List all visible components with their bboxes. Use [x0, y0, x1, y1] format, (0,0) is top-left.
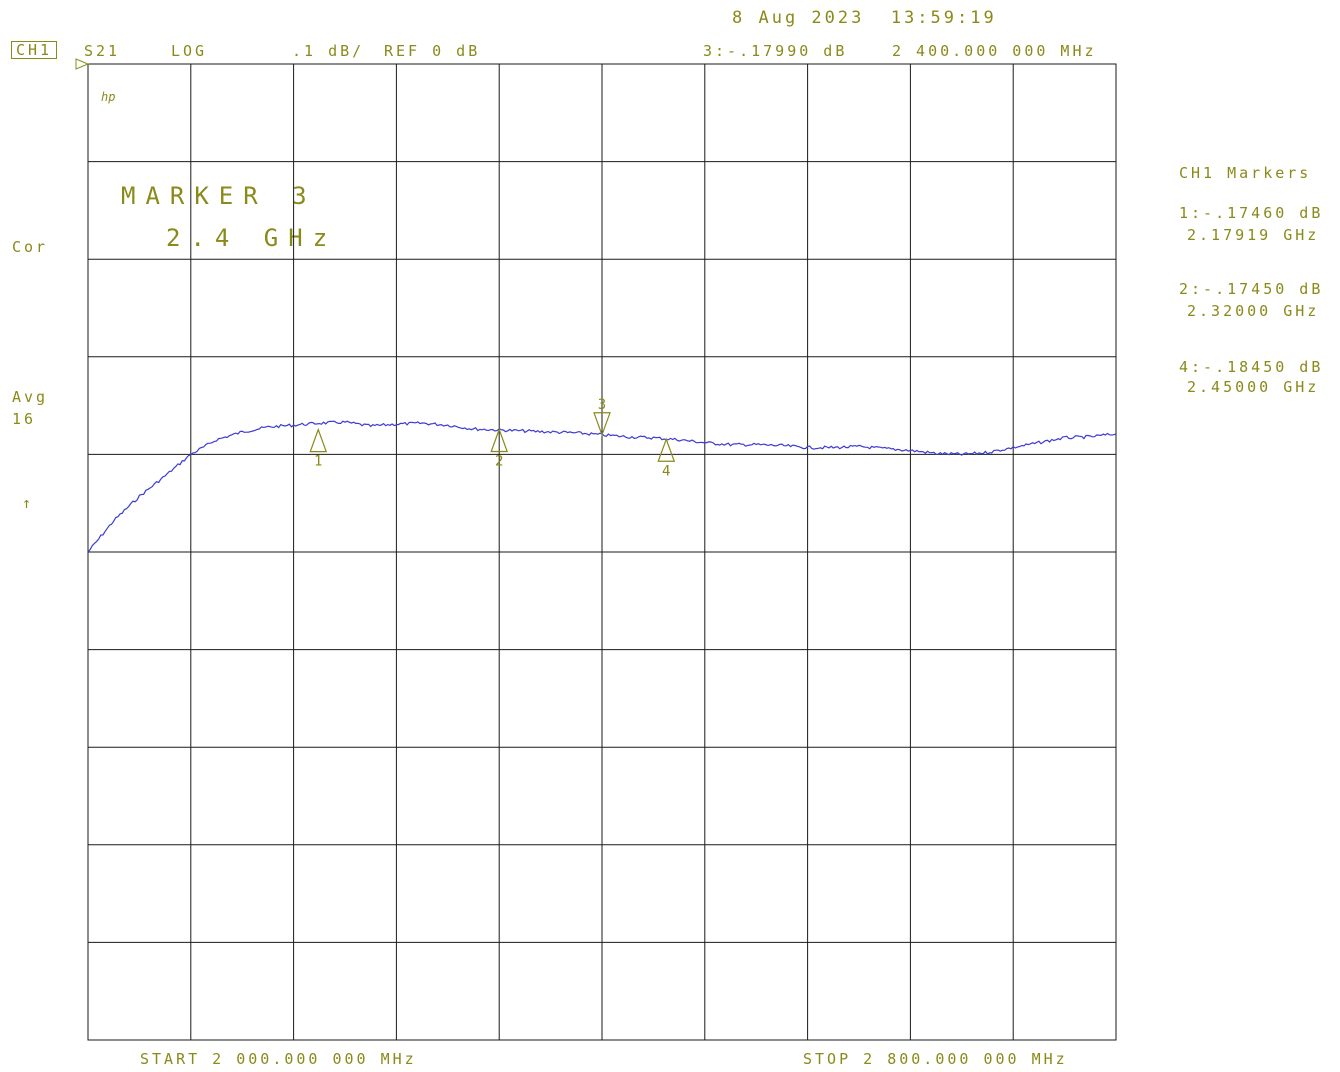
- averaging-indicator: Avg: [12, 388, 49, 406]
- correction-indicator: Cor: [12, 238, 49, 256]
- marker-annotation-frequency: 2.4 GHz: [166, 224, 338, 252]
- marker-2-value: 2:-.17450 dB: [1179, 280, 1324, 298]
- marker-3-triangle-icon: [593, 412, 611, 437]
- display-format: LOG: [171, 42, 208, 60]
- marker-2-frequency: 2.32000 GHz: [1187, 302, 1320, 320]
- up-arrow-icon: ↑: [22, 494, 35, 512]
- marker-1-value: 1:-.17460 dB: [1179, 204, 1324, 222]
- start-frequency: START 2 000.000 000 MHz: [140, 1050, 417, 1068]
- stop-frequency: STOP 2 800.000 000 MHz: [803, 1050, 1068, 1068]
- reference-level-pointer-icon: [75, 58, 90, 70]
- measured-parameter: S21: [84, 42, 121, 60]
- marker-4-frequency: 2.45000 GHz: [1187, 378, 1320, 396]
- markers-panel-title: CH1 Markers: [1179, 164, 1312, 182]
- graticule: [87, 63, 1117, 1041]
- marker-3-label: 3: [598, 397, 606, 413]
- marker-4-value: 4:-.18450 dB: [1179, 358, 1324, 376]
- scale-per-division: .1 dB/: [292, 42, 365, 60]
- trace-markers: 1 2 3 4: [309, 397, 676, 479]
- active-marker-frequency: 2 400.000 000 MHz: [892, 42, 1097, 60]
- averaging-count: 16: [12, 410, 37, 428]
- marker-1-triangle-icon: [309, 427, 328, 453]
- marker-2-label: 2: [495, 454, 503, 470]
- marker-4-label: 4: [662, 463, 670, 479]
- hp-logo: hp: [101, 90, 116, 104]
- marker-1-label: 1: [314, 454, 322, 470]
- marker-1-frequency: 2.17919 GHz: [1187, 226, 1320, 244]
- reference-level: REF 0 dB: [384, 42, 481, 60]
- datetime: 8 Aug 2023 13:59:19: [732, 8, 997, 28]
- channel-indicator: CH1: [11, 41, 58, 59]
- marker-annotation-title: MARKER 3: [121, 182, 317, 210]
- active-marker-value: 3:-.17990 dB: [703, 42, 848, 60]
- marker-2-triangle-icon: [490, 427, 509, 453]
- marker-4-triangle-icon: [657, 437, 676, 462]
